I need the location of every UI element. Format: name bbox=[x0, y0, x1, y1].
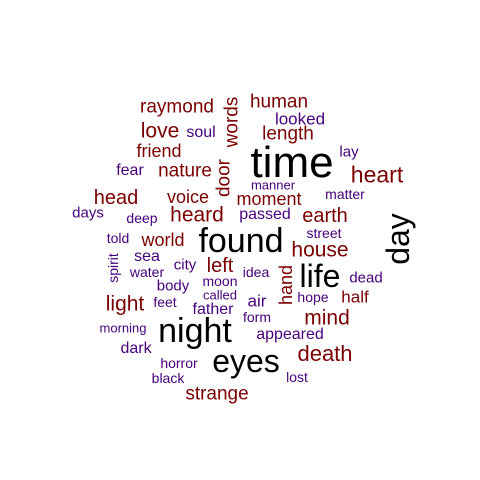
word-deep: deep bbox=[126, 210, 158, 226]
word-voice: voice bbox=[166, 187, 210, 207]
word-air: air bbox=[247, 291, 267, 311]
word-house: house bbox=[291, 238, 349, 262]
word-dark: dark bbox=[120, 340, 152, 357]
word-father: father bbox=[192, 301, 234, 318]
word-words: words bbox=[221, 96, 243, 148]
word-horror: horror bbox=[160, 355, 198, 371]
word-found: found bbox=[198, 222, 284, 260]
word-length: length bbox=[262, 123, 314, 145]
word-water: water bbox=[129, 264, 165, 280]
word-day: day bbox=[380, 213, 416, 265]
word-soul: soul bbox=[186, 124, 216, 141]
word-black: black bbox=[151, 370, 185, 386]
word-door: door bbox=[213, 158, 235, 198]
word-night: night bbox=[158, 312, 232, 350]
word-half: half bbox=[341, 287, 369, 307]
word-love: love bbox=[140, 119, 180, 143]
word-hand: hand bbox=[276, 264, 296, 306]
word-moon: moon bbox=[202, 273, 238, 289]
word-body: body bbox=[156, 277, 190, 295]
word-spirit: spirit bbox=[105, 253, 121, 283]
word-appeared: appeared bbox=[256, 326, 324, 343]
word-lay: lay bbox=[339, 143, 359, 161]
word-time: time bbox=[250, 138, 334, 187]
word-matter: matter bbox=[325, 186, 365, 202]
word-mind: mind bbox=[304, 306, 350, 330]
word-fear: fear bbox=[116, 162, 144, 179]
word-street: street bbox=[306, 225, 342, 241]
word-feet: feet bbox=[153, 294, 177, 310]
word-heart: heart bbox=[350, 161, 404, 188]
word-heard: heard bbox=[170, 203, 224, 227]
word-called: called bbox=[203, 287, 237, 303]
word-raymond: raymond bbox=[140, 96, 214, 118]
word-world: world bbox=[141, 230, 185, 250]
word-idea: idea bbox=[242, 264, 270, 280]
word-city: city bbox=[173, 256, 197, 274]
word-eyes: eyes bbox=[212, 343, 280, 379]
word-earth: earth bbox=[302, 205, 348, 227]
word-looked: looked bbox=[274, 109, 326, 129]
word-light: light bbox=[105, 292, 145, 316]
word-strange: strange bbox=[185, 383, 249, 405]
word-days: days bbox=[72, 204, 104, 222]
word-friend: friend bbox=[136, 141, 182, 161]
word-human: human bbox=[249, 91, 309, 113]
word-manner: manner bbox=[250, 177, 296, 193]
word-form: form bbox=[243, 309, 271, 325]
word-dead: dead bbox=[349, 269, 383, 287]
word-lost: lost bbox=[286, 369, 308, 385]
word-nature: nature bbox=[158, 160, 212, 182]
word-death: death bbox=[297, 341, 353, 366]
word-left: left bbox=[206, 255, 234, 277]
word-told: told bbox=[106, 230, 130, 246]
word-hope: hope bbox=[297, 289, 329, 305]
word-life: life bbox=[299, 258, 341, 294]
word-sea: sea bbox=[134, 248, 160, 265]
word-head: head bbox=[93, 187, 139, 209]
word-moment: moment bbox=[236, 189, 302, 209]
word-passed: passed bbox=[239, 206, 291, 223]
word-morning: morning bbox=[99, 320, 147, 336]
